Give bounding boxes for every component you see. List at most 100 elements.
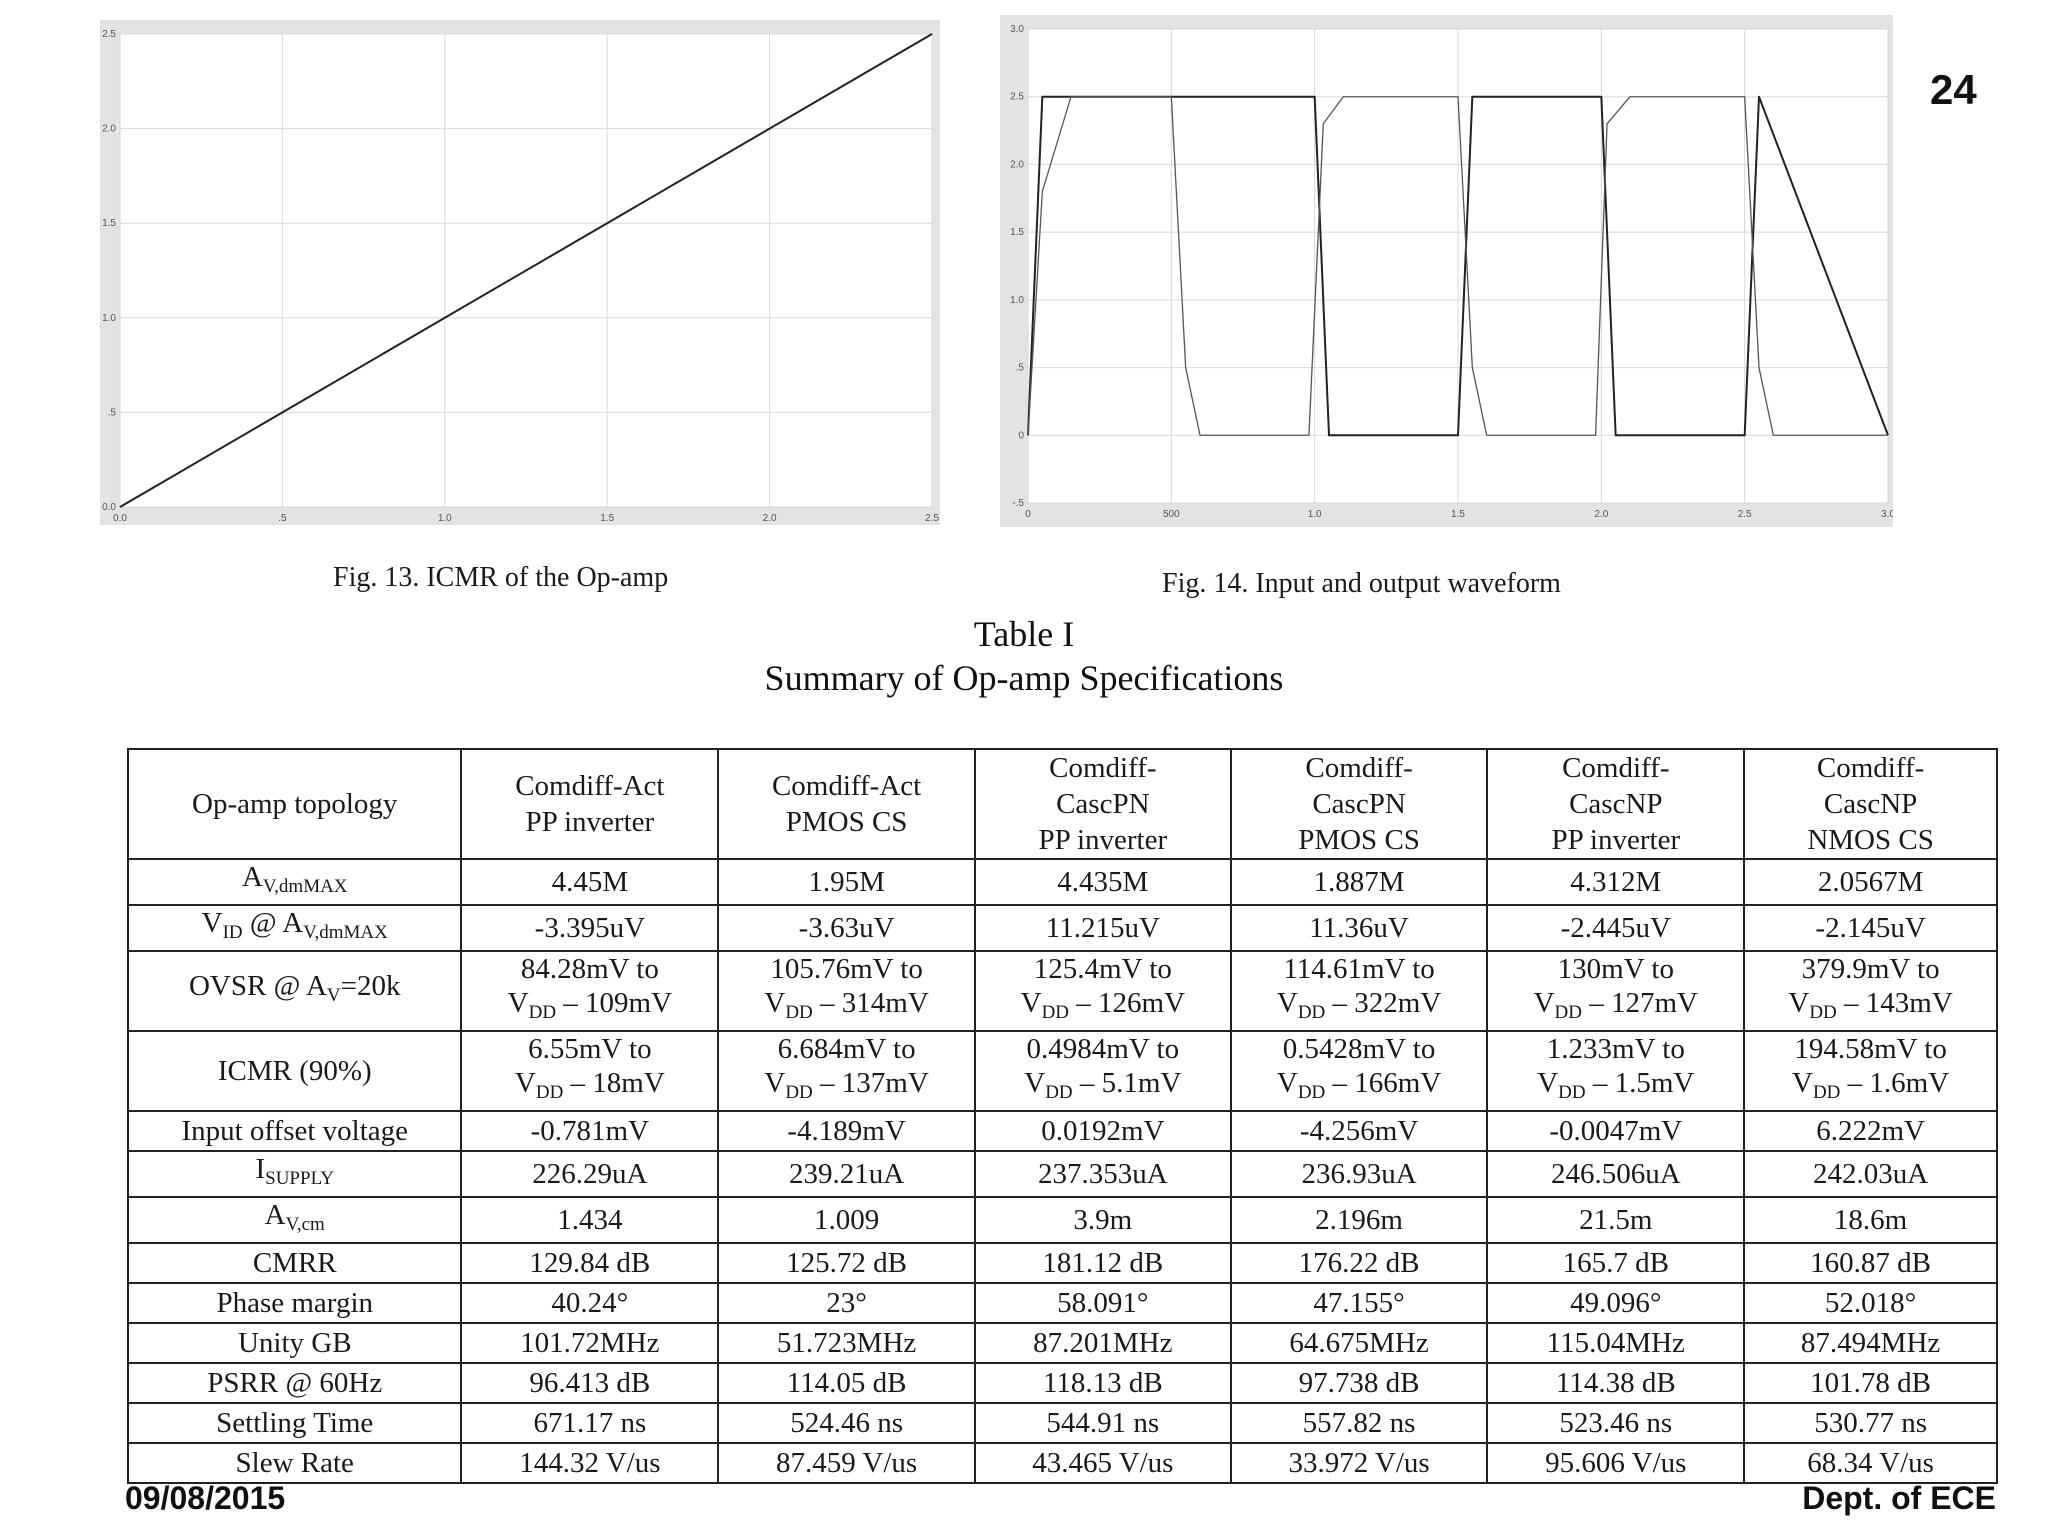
label-text: Phase margin [216, 1287, 373, 1319]
spec-value-cell: 21.5m [1486, 1196, 1746, 1244]
label-text: A [264, 1199, 286, 1231]
vdd-symbol: V [1533, 987, 1555, 1019]
vdd-offset-value: 127mV [1611, 987, 1698, 1019]
vdd-symbol: V [764, 987, 786, 1019]
vdd-subscript: DD [528, 1002, 557, 1023]
spec-value-cell: 125.72 dB [717, 1242, 976, 1284]
spec-value-cell: 246.506uA [1486, 1150, 1746, 1198]
spec-value-cell: 47.155° [1229, 1282, 1489, 1324]
label-text: V [201, 907, 223, 939]
spec-row-label: PSRR @ 60Hz [126, 1362, 463, 1404]
spec-row-label: ISUPPLY [126, 1150, 463, 1198]
icmr-y-tick-label: .5 [108, 407, 117, 418]
subscript-text: ID [222, 922, 243, 943]
spec-value-cell: 115.04MHz [1486, 1322, 1746, 1364]
spec-value-cell: 6.222mV [1743, 1110, 1998, 1152]
waveform-x-tick-label: 1.5 [1451, 509, 1465, 520]
vdd-offset-value: 126mV [1098, 987, 1186, 1019]
vdd-symbol: V [1276, 987, 1298, 1019]
topology-column-header: Comdiff-Act PP inverter [460, 748, 720, 860]
vdd-offset-value: 5.1mV [1101, 1067, 1182, 1099]
spec-value-cell: 84.28mV to VDD – 109mV [460, 950, 720, 1032]
topology-header-line: CascPN [1056, 788, 1150, 820]
icmr-x-tick-label: .5 [278, 513, 287, 524]
spec-table: Op-amp topology Comdiff-Act PP inverter Co… [126, 748, 1998, 1484]
label-text: I [255, 1153, 266, 1185]
value-line-1: 0.5428mV to [1282, 1033, 1436, 1065]
spec-value-cell: 118.13 dB [973, 1362, 1232, 1404]
vdd-symbol: V [1020, 987, 1042, 1019]
spec-value-cell: 544.91 ns [973, 1402, 1232, 1444]
spec-value-cell: 530.77 ns [1743, 1402, 1998, 1444]
topology-header-line: PP inverter [525, 806, 655, 838]
spec-value-cell: 87.201MHz [973, 1322, 1232, 1364]
spec-row: Settling Time 671.17 ns 524.46 ns 544.91 ns… [126, 1402, 1998, 1444]
value-line-1: 114.61mV to [1283, 953, 1435, 985]
fig14-caption: Fig. 14. Input and output waveform [1162, 568, 1561, 599]
waveform-plot: 0 500 1.0 1.5 2.0 2.5 3.0 -.5 0.5 1.0 1.5 2.0 2.5 3.0 [1000, 15, 1893, 527]
spec-value-cell: 0.0192mV [973, 1110, 1232, 1152]
icmr-y-tick-label: 2.5 [102, 29, 116, 40]
spec-row: Slew Rate 144.32 V/us 87.459 V/us 43.465 V/… [126, 1442, 1998, 1484]
icmr-x-tick-label: 1.5 [600, 513, 614, 524]
footer-date: 09/08/2015 [125, 1480, 286, 1516]
vdd-symbol: V [514, 1067, 536, 1099]
label-text: CMRR [252, 1247, 337, 1279]
spec-value-cell: 114.05 dB [717, 1362, 976, 1404]
vdd-symbol: V [764, 1067, 786, 1099]
table-header-row: Op-amp topology Comdiff-Act PP inverter Co… [126, 748, 1998, 860]
spec-value-cell: 379.9mV to VDD – 143mV [1743, 950, 1998, 1032]
value-line-2: VDD – 137mV [723, 1066, 970, 1110]
spec-value-cell: 52.018° [1743, 1282, 1998, 1324]
value-line-1: 84.28mV to [520, 953, 659, 985]
waveform-x-tick-label: 3.0 [1881, 509, 1893, 520]
topology-header-line: Comdiff-Act [515, 770, 665, 802]
vdd-offset-value: 137mV [841, 1067, 929, 1099]
label-text: ICMR (90%) [217, 1055, 372, 1087]
vdd-offset-value: 1.5mV [1614, 1067, 1695, 1099]
value-line-1: 130mV to [1557, 953, 1674, 985]
label-text: =20k [340, 970, 401, 1002]
spec-row-label: VID @ AV,dmMAX [126, 904, 463, 952]
spec-row-label: ICMR (90%) [126, 1030, 463, 1112]
vdd-separator: – [1836, 987, 1866, 1019]
spec-row: Input offset voltage -0.781mV -4.189mV 0.01… [126, 1110, 1998, 1152]
topology-header-line: CascPN [1312, 788, 1406, 820]
spec-value-cell: -4.256mV [1229, 1110, 1489, 1152]
vdd-symbol: V [507, 987, 529, 1019]
topology-header-line: PP inverter [1551, 824, 1681, 856]
spec-value-cell: 58.091° [973, 1282, 1232, 1324]
spec-row-label: CMRR [126, 1242, 463, 1284]
label-text: A [241, 861, 263, 893]
spec-value-cell: 4.435M [973, 858, 1232, 906]
topology-header-line: Comdiff- [1305, 752, 1413, 784]
vdd-separator: – [1325, 1067, 1355, 1099]
label-text: Input offset voltage [181, 1115, 409, 1147]
spec-value-cell: 557.82 ns [1229, 1402, 1489, 1444]
waveform-x-tick-label: 1.0 [1308, 509, 1322, 520]
spec-row: Unity GB 101.72MHz 51.723MHz 87.201MHz 64.67… [126, 1322, 1998, 1364]
spec-value-cell: -4.189mV [717, 1110, 976, 1152]
spec-value-cell: 181.12 dB [973, 1242, 1232, 1284]
spec-value-cell: 33.972 V/us [1229, 1442, 1489, 1484]
value-line-2: VDD – 143mV [1749, 986, 1992, 1030]
spec-value-cell: 242.03uA [1743, 1150, 1998, 1198]
vdd-subscript: DD [785, 1002, 813, 1023]
spec-value-cell: 2.0567M [1743, 858, 1998, 906]
spec-value-cell: 4.312M [1486, 858, 1746, 906]
spec-value-cell: 87.494MHz [1743, 1322, 1998, 1364]
value-line-2: VDD – 127mV [1492, 986, 1739, 1030]
spec-value-cell: 523.46 ns [1486, 1402, 1746, 1444]
label-text: Settling Time [216, 1407, 374, 1439]
value-line-1: 194.58mV to [1794, 1033, 1947, 1065]
vdd-symbol: V [1792, 1067, 1813, 1099]
spec-value-cell: 130mV to VDD – 127mV [1486, 950, 1746, 1032]
waveform-y-tick-label: 1.0 [1010, 295, 1024, 306]
vdd-subscript: DD [535, 1082, 564, 1103]
value-line-1: 6.55mV to [528, 1033, 652, 1065]
footer-dept: Dept. of ECE [1802, 1480, 1996, 1516]
spec-value-cell: 239.21uA [717, 1150, 976, 1198]
value-line-2: VDD – 166mV [1236, 1066, 1483, 1110]
value-line-1: 125.4mV to [1033, 953, 1172, 985]
vdd-subscript: DD [1809, 1002, 1837, 1023]
